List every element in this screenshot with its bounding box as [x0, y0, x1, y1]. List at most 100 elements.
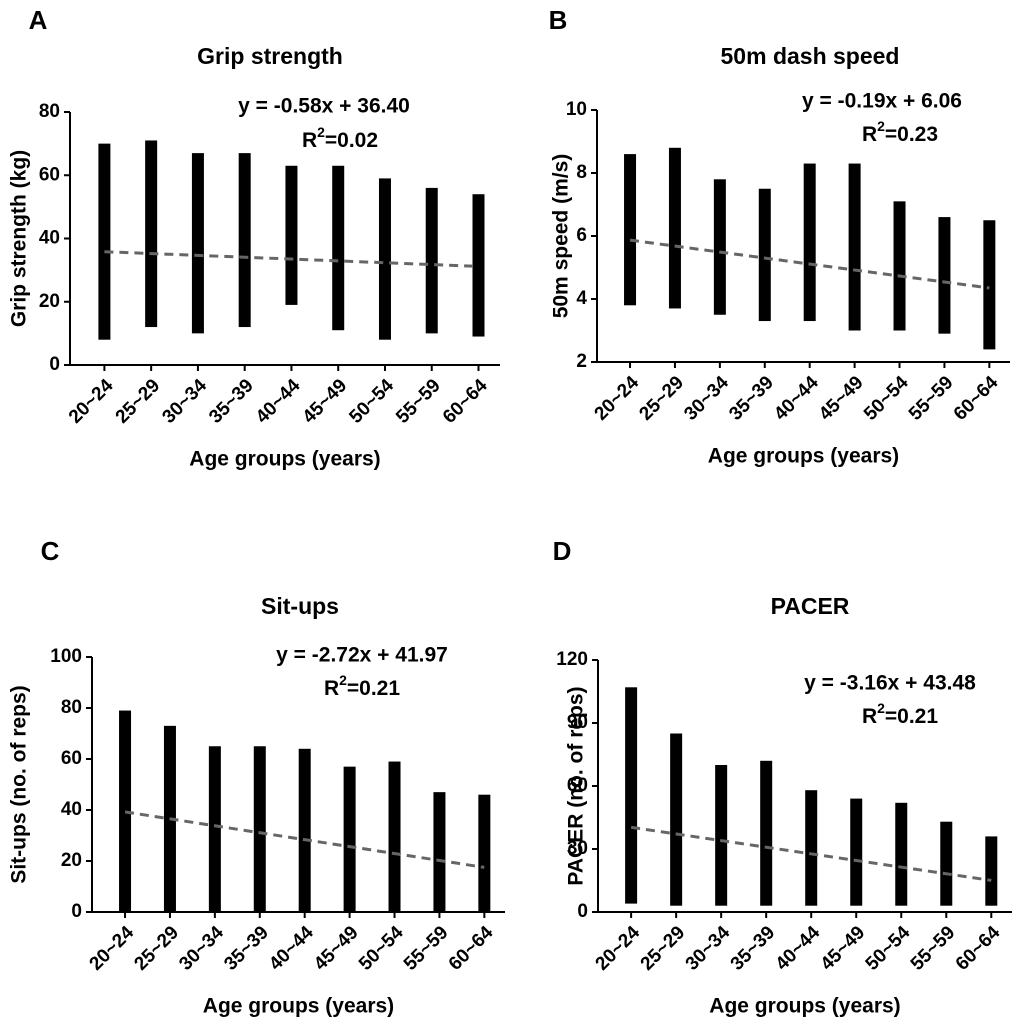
trend-line: [124, 810, 485, 869]
strip: [670, 733, 683, 906]
y-tick-label: 2: [576, 351, 587, 372]
r2-rest: =0.23: [885, 123, 938, 146]
strip: [433, 792, 446, 912]
trend-line: [629, 238, 990, 290]
strip: [208, 746, 221, 912]
x-tick-label: 40~44: [770, 372, 823, 425]
chart-title: Sit-ups: [261, 593, 339, 619]
x-tick-label: 30~34: [175, 922, 228, 975]
strip: [253, 746, 266, 912]
x-tick-label: 30~34: [158, 375, 211, 428]
x-axis-title: Age groups (years): [203, 995, 394, 1018]
y-tick-label: 100: [50, 646, 82, 667]
y-tick-label: 8: [576, 162, 587, 183]
equation: y = -0.19x + 6.06: [802, 90, 962, 113]
trend-line: [630, 825, 992, 882]
r-squared: R2=0.23: [862, 118, 938, 146]
x-tick-label: 45~49: [817, 922, 870, 975]
y-tick-label: 30: [567, 838, 588, 859]
strip: [119, 710, 132, 912]
r2-rest: =0.21: [347, 677, 400, 700]
x-tick-label: 20~24: [86, 922, 139, 975]
x-tick-label: 40~44: [772, 922, 825, 975]
y-tick-label: 60: [61, 748, 82, 769]
x-tick-label: 25~29: [112, 375, 165, 428]
y-axis-title: PACER (no. of reps): [565, 686, 588, 885]
y-tick-label: 40: [39, 228, 60, 249]
r2-sup: 2: [877, 700, 885, 716]
x-tick-label: 55~59: [392, 375, 445, 428]
r2-base: R: [302, 129, 317, 152]
y-tick-label: 60: [39, 164, 60, 185]
x-tick-label: 45~49: [310, 922, 363, 975]
strip: [983, 220, 996, 350]
panel-label: B: [549, 5, 568, 35]
x-tick-label: 60~64: [950, 372, 1003, 425]
x-tick-label: 55~59: [907, 922, 960, 975]
strip: [98, 143, 111, 340]
y-axis-title: Grip strength (kg): [8, 150, 31, 327]
x-tick-label: 35~39: [727, 922, 780, 975]
panel-label: D: [553, 536, 572, 566]
r2-base: R: [862, 123, 877, 146]
y-tick-label: 0: [49, 354, 60, 375]
strip: [425, 187, 438, 334]
x-tick-label: 55~59: [400, 922, 453, 975]
strip: [805, 790, 818, 906]
r2-sup: 2: [339, 672, 347, 688]
r2-rest: =0.02: [325, 129, 378, 152]
trend-line: [104, 250, 479, 268]
x-tick-label: 25~29: [635, 372, 688, 425]
y-tick-label: 6: [576, 225, 587, 246]
strip: [478, 794, 491, 912]
strip: [848, 163, 861, 331]
r2-rest: =0.21: [885, 705, 938, 728]
strip: [625, 687, 638, 904]
r2-sup: 2: [877, 118, 885, 134]
y-tick-label: 120: [556, 649, 588, 670]
strip: [472, 194, 485, 337]
x-tick-label: 30~34: [680, 372, 733, 425]
x-tick-label: 40~44: [265, 922, 318, 975]
strip: [238, 153, 251, 328]
strip: [298, 748, 311, 912]
chart-title: 50m dash speed: [721, 43, 900, 69]
y-tick-label: 0: [71, 901, 82, 922]
x-tick-label: 60~64: [952, 922, 1005, 975]
y-tick-label: 80: [61, 697, 82, 718]
x-tick-label: 60~64: [439, 375, 492, 428]
r2-base: R: [324, 677, 339, 700]
x-tick-label: 60~64: [445, 922, 498, 975]
strip: [850, 798, 863, 906]
strip: [760, 760, 773, 906]
x-tick-label: 40~44: [252, 375, 305, 428]
y-axis-title: Sit-ups (no. of reps): [8, 685, 31, 883]
strip: [803, 163, 816, 322]
equation: y = -0.58x + 36.40: [238, 95, 410, 118]
panel-label: C: [41, 536, 60, 566]
panel-label: A: [29, 5, 48, 35]
r-squared: R2=0.21: [862, 700, 938, 728]
strip: [668, 147, 681, 309]
strip: [940, 821, 953, 906]
strip: [378, 178, 391, 340]
x-tick-label: 20~24: [65, 375, 118, 428]
x-tick-label: 25~29: [130, 922, 183, 975]
y-tick-label: 10: [566, 99, 587, 120]
x-axis-title: Age groups (years): [708, 445, 899, 468]
y-axis-title: 50m speed (m/s): [550, 154, 573, 319]
strip: [285, 165, 298, 305]
r2-sup: 2: [317, 124, 325, 140]
r-squared: R2=0.02: [302, 124, 378, 152]
strip: [895, 802, 908, 906]
strip: [145, 140, 158, 328]
strip: [758, 188, 771, 322]
strip: [985, 836, 998, 906]
y-tick-label: 40: [61, 799, 82, 820]
x-tick-label: 35~39: [220, 922, 273, 975]
y-tick-label: 20: [61, 850, 82, 871]
x-tick-label: 30~34: [682, 922, 735, 975]
x-tick-label: 50~54: [862, 922, 915, 975]
strip: [332, 165, 345, 331]
